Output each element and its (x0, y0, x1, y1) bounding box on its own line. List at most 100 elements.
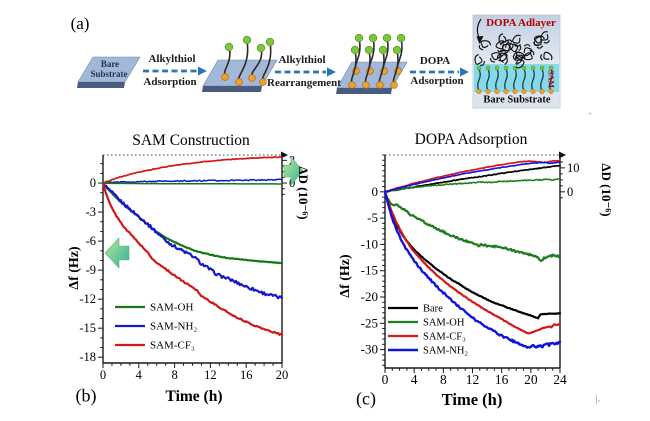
panel-a-label: (a) (70, 14, 90, 33)
dopa-scribble-18 (512, 34, 522, 47)
box-substrate-strip (474, 92, 559, 108)
y-tick-label: -20 (361, 289, 378, 304)
chart-b-ylabel-left: Δf (Hz) (67, 246, 82, 290)
y-tick-label: 0 (90, 176, 96, 190)
sam-side-label: SAM (546, 70, 556, 88)
substrate-slab-3-edge (336, 88, 392, 94)
slab1-label-line2: Substrate (90, 69, 128, 79)
series-right-SAM-OH (ΔD) (384, 178, 561, 193)
y-tick-label: -10 (361, 236, 378, 251)
series-right-SAM-NH₂ (ΔD) (102, 178, 283, 185)
step1-bottom-label: Adsorption (143, 76, 197, 88)
mol-sparse-4-head (265, 37, 275, 47)
mol-front-3-tail (390, 81, 398, 89)
mol-sparse-4-tail (259, 78, 267, 86)
dopa-scribble-19 (495, 40, 506, 53)
sam-head-1 (485, 65, 491, 71)
mol-front-0-head (350, 45, 360, 55)
x-tick-label: 20 (276, 368, 289, 382)
right-tick-label: 0 (567, 185, 573, 199)
legend-label-Bare: Bare (423, 304, 443, 315)
mol-sparse-2-tail (235, 78, 243, 86)
series-right-SAM-OH (ΔD) (102, 182, 283, 185)
sam-tail-8 (548, 88, 554, 95)
chart-c-xlabel: Time (h) (441, 390, 503, 409)
sam-head-6 (530, 65, 536, 71)
sam-chain-5 (522, 68, 526, 92)
process-arrow-1-head (198, 66, 207, 76)
y-tick-label: -6 (86, 234, 96, 248)
legend-label-SAM-CF₃: SAM-CF₃ (423, 332, 466, 343)
chart-c-ylabel-right: ΔD (10⁻⁶) (599, 163, 614, 217)
y-tick-label: -18 (79, 350, 96, 364)
x-tick-label: 20 (524, 372, 538, 387)
dopa-scribble-1 (490, 52, 502, 63)
mol-sparse-1-tail (221, 73, 229, 81)
x-tick-label: 16 (240, 368, 253, 382)
slab1-label-line1: Bare (100, 59, 120, 69)
adlayer-pointer-arrow (476, 18, 482, 39)
sam-tail-3 (503, 88, 509, 95)
sam-chain-2 (495, 68, 499, 92)
y-tick-label: -15 (79, 321, 96, 335)
step3-top-label: DOPA (419, 55, 451, 67)
y-tick-label: 0 (372, 184, 379, 199)
sam-tail-0 (476, 88, 482, 95)
process-arrow-3-head (460, 67, 469, 77)
mol-front-0-tail (348, 81, 356, 89)
y-tick-label: -25 (361, 315, 378, 330)
right-gradient-arrow (283, 156, 304, 186)
chart-b-xlabel: Time (h) (165, 388, 223, 405)
x-tick-label: 16 (495, 372, 509, 387)
series-right-SAM-CF₃ (ΔD) (384, 159, 561, 193)
dopa-scribble-9 (515, 56, 525, 69)
step2-top-label: Alkylthiol (278, 54, 326, 66)
dopa-scribble-12 (503, 39, 514, 52)
x-tick-label: 4 (136, 368, 143, 382)
dopa-scribble-0 (474, 54, 485, 66)
chart-b-canvas: 0481216200-3-6-9-12-15-1820SAM-OHSAM-NH₂… (79, 151, 304, 382)
top-axis-arrow (559, 151, 566, 159)
y-tick-label: -30 (361, 342, 378, 357)
sam-head-0 (476, 65, 482, 71)
artifact-mark-2: |. (595, 393, 601, 405)
mol-back-2-head (382, 33, 392, 43)
chart-c-ylabel-left: Δf (Hz) (338, 254, 353, 298)
mol-front-1-head (364, 45, 374, 55)
y-tick-label: -5 (367, 210, 378, 225)
chart-c-canvas: 0 4 8 12 16 20 24 0 -5 -10 -15 -20 -25 -30 10 0 Bare SAM-… (361, 151, 580, 387)
sam-head-3 (503, 65, 509, 71)
chart-b-ylabel-right: ΔD (10⁻⁶) (296, 166, 311, 220)
substrate-slab-2-edge (202, 86, 262, 92)
sam-head-2 (494, 65, 500, 71)
legend-label-SAM-NH₂: SAM-NH₂ (150, 321, 197, 333)
adlayer-pointer-head (476, 36, 484, 44)
step3-bottom-label: Adsorption (410, 75, 464, 87)
series-right-SAM-NH₂ (ΔD) (384, 161, 561, 193)
sam-chain-6 (531, 68, 535, 92)
process-arrow-2-head (327, 67, 336, 77)
chart-b-panel-label: (b) (75, 385, 97, 406)
sam-chain-8 (549, 68, 553, 92)
left-gradient-arrow (104, 237, 130, 269)
x-tick-label: 8 (440, 372, 447, 387)
x-tick-label: 8 (171, 368, 177, 382)
dopa-scribble-13 (513, 51, 524, 64)
mol-back-1-head (368, 33, 378, 43)
dopa-scribble-14 (478, 40, 492, 51)
series-left-SAM-NH₂ (101, 182, 284, 300)
sam-chain-3 (504, 68, 508, 92)
dopa-scribble-17 (498, 49, 508, 62)
y-tick-label: -12 (79, 292, 96, 306)
x-tick-label: 0 (100, 368, 106, 382)
series-left-SAM-OH (383, 190, 562, 263)
sam-head-8 (548, 65, 554, 71)
substrate-slab-1-edge (77, 82, 125, 88)
sam-head-7 (539, 65, 545, 71)
dopa-scribble-6 (522, 44, 533, 57)
mol-back-0-head (354, 33, 364, 43)
panel-a-schematic (77, 14, 561, 109)
series-right-SAM-CF₃ (ΔD) (102, 155, 283, 184)
sam-tail-6 (530, 88, 536, 95)
